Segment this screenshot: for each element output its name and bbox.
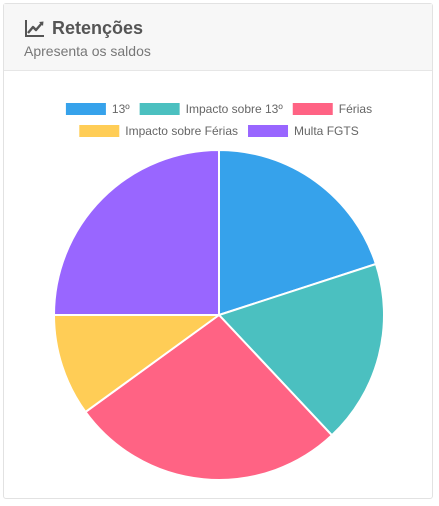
pie-slice-impacto-sobre-13[interactable] [217, 262, 385, 437]
legend-swatch [139, 103, 180, 115]
legend-label: Impacto sobre 13º [186, 102, 284, 116]
legend-item-multa-fgts[interactable]: Multa FGTS [248, 124, 359, 138]
retencoes-card: Retenções Apresenta os saldos 13º Impacto… [3, 3, 433, 499]
legend-label: Férias [339, 102, 372, 116]
pie-chart-area: 13º Impacto sobre 13º Férias Impacto sobre … [4, 72, 434, 498]
pie-slice-ferias[interactable] [84, 313, 334, 481]
card-subtitle: Apresenta os saldos [24, 43, 151, 59]
pie-slice-13[interactable] [218, 148, 378, 317]
legend-swatch [65, 103, 106, 115]
legend-label: Multa FGTS [294, 124, 359, 138]
card-header: Retenções Apresenta os saldos [4, 4, 432, 71]
pie-chart: 13º Impacto sobre 13º Férias Impacto sobre … [52, 102, 385, 481]
chart-legend: 13º Impacto sobre 13º Férias Impacto sobre … [65, 102, 372, 138]
pie-slice-multa-fgts[interactable] [52, 148, 220, 316]
legend-item-13[interactable]: 13º [65, 102, 130, 116]
title-row: Retenções [24, 16, 432, 40]
legend-item-impacto-sobre-ferias[interactable]: Impacto sobre Férias [79, 124, 238, 138]
pie-slice-impacto-sobre-ferias[interactable] [52, 314, 223, 414]
card-title: Retenções [52, 17, 144, 38]
line-chart-icon [25, 20, 44, 37]
legend-item-impacto-sobre-13[interactable]: Impacto sobre 13º [139, 102, 284, 116]
legend-swatch [292, 103, 333, 115]
legend-swatch [79, 125, 120, 137]
pie-slices [52, 148, 385, 481]
legend-label: 13º [112, 102, 130, 116]
legend-label: Impacto sobre Férias [125, 124, 238, 138]
legend-swatch [248, 125, 289, 137]
legend-item-ferias[interactable]: Férias [292, 102, 372, 116]
